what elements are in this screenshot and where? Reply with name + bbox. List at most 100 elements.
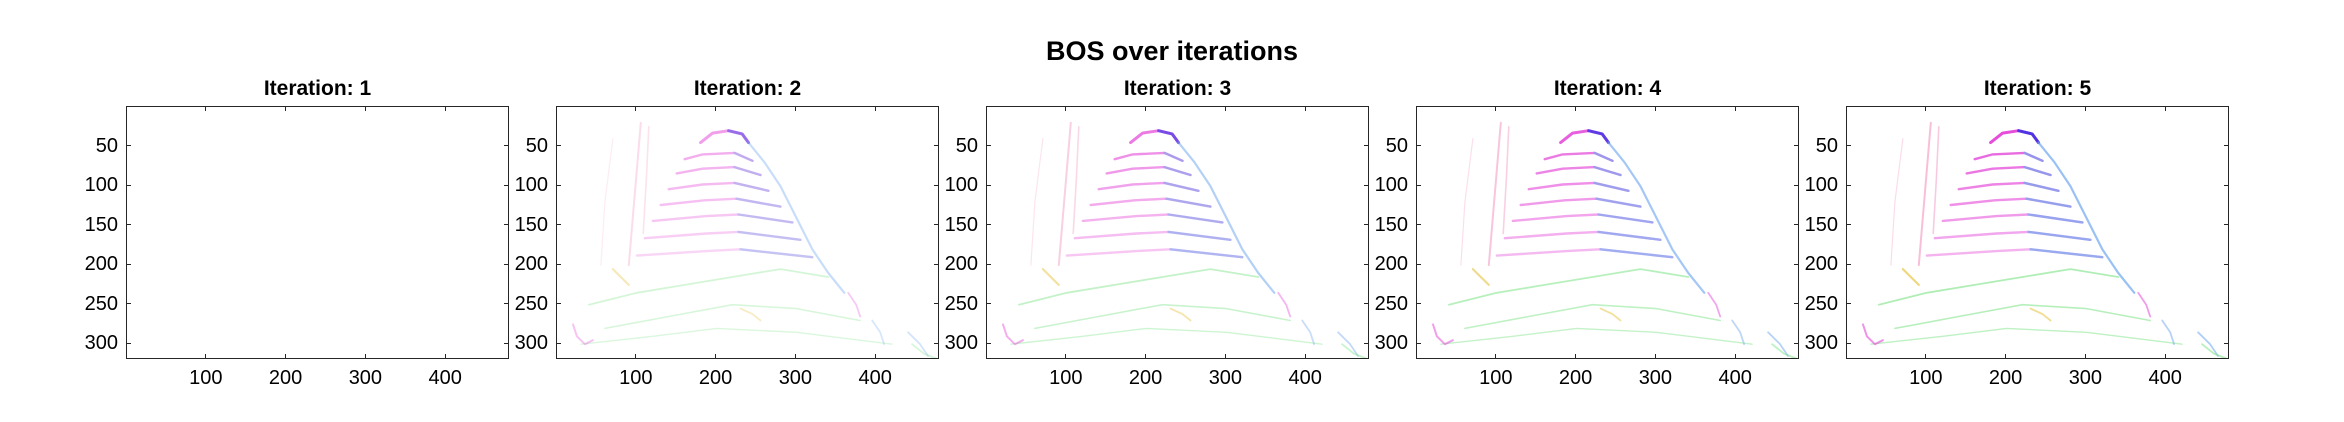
y-tick-label: 100 — [1804, 174, 1838, 197]
x-tick-mark — [874, 107, 876, 111]
x-tick-label: 200 — [698, 367, 733, 389]
x-tick-mark — [1925, 107, 1927, 111]
bos-stroke — [1593, 151, 1614, 162]
y-tick-mark — [557, 263, 561, 265]
y-tick-mark — [504, 303, 508, 305]
y-tick-mark — [934, 263, 938, 265]
bos-stroke — [611, 268, 630, 286]
x-tick-label: 400 — [2148, 367, 2182, 389]
y-tick-mark — [934, 145, 938, 147]
y-tick-mark — [2224, 342, 2228, 344]
bos-stroke — [2197, 331, 2219, 357]
y-tick-mark — [934, 224, 938, 226]
bos-stroke — [2027, 213, 2084, 224]
x-tick-mark — [1304, 107, 1306, 111]
bos-stroke — [1932, 126, 1940, 235]
bos-stroke — [1448, 268, 1690, 306]
y-tick-label: 100 — [84, 174, 118, 197]
bos-stroke — [907, 331, 929, 357]
bos-stroke — [1707, 291, 1722, 318]
bos-stroke — [1010, 327, 1323, 345]
bos-stroke — [747, 141, 846, 294]
y-tick-mark — [504, 145, 508, 147]
bos-stroke — [642, 126, 650, 235]
bos-stroke — [2161, 319, 2175, 346]
bos-stroke — [1169, 307, 1192, 322]
x-tick-mark — [1145, 107, 1147, 111]
bos-stroke — [1862, 323, 1884, 346]
bos-stroke — [1167, 213, 1224, 224]
y-tick-mark — [1417, 303, 1421, 305]
x-tick-mark — [285, 107, 287, 111]
bos-stroke — [1337, 331, 1359, 357]
y-tick-label: 200 — [1374, 253, 1408, 276]
x-tick-mark — [1145, 354, 1147, 358]
x-tick-mark — [285, 354, 287, 358]
bos-stroke — [651, 213, 794, 224]
bos-stroke — [2137, 291, 2152, 318]
x-tick-mark — [205, 354, 207, 358]
subplot-title: Iteration: 5 — [1983, 77, 2092, 100]
y-tick-mark — [987, 342, 991, 344]
y-tick-mark — [1794, 342, 1798, 344]
x-tick-mark — [635, 107, 637, 111]
x-tick-mark — [364, 354, 366, 358]
subplot-3: Iteration: 3 100 200 300 400 50 100 150 200 250 30… — [945, 0, 1374, 422]
y-tick-label: 150 — [1374, 213, 1408, 236]
y-tick-label: 250 — [1374, 292, 1408, 315]
x-tick-mark — [1304, 354, 1306, 358]
bos-stroke — [667, 181, 770, 192]
y-tick-label: 100 — [944, 174, 978, 197]
plot-area — [1846, 106, 2229, 359]
subplot-title: Iteration: 1 — [263, 77, 372, 100]
bos-stroke — [1890, 138, 1904, 266]
bos-stroke — [1460, 138, 1474, 266]
subplot-4: Iteration: 4 100 200 300 400 50 100 150 200 250 30… — [1375, 0, 1804, 422]
y-tick-mark — [1364, 263, 1368, 265]
bos-stroke — [735, 197, 782, 208]
x-tick-mark — [2005, 354, 2007, 358]
y-tick-mark — [1364, 342, 1368, 344]
bos-stroke — [1597, 213, 1654, 224]
bos-stroke — [2023, 151, 2044, 162]
x-tick-mark — [1575, 107, 1577, 111]
y-tick-mark — [1847, 145, 1851, 147]
x-tick-label: 200 — [1558, 367, 1593, 389]
bos-stroke — [572, 323, 594, 346]
subplot-2: Iteration: 2 100 200 300 400 50 100 150 200 250 30… — [515, 0, 944, 422]
bos-stroke — [1894, 303, 2151, 330]
bos-stroke — [675, 165, 762, 177]
subplot-title: Iteration: 2 — [693, 77, 802, 100]
bos-stroke — [1464, 303, 1721, 330]
y-tick-mark — [1364, 145, 1368, 147]
y-tick-mark — [1794, 145, 1798, 147]
y-tick-label: 250 — [514, 292, 548, 315]
y-tick-mark — [1794, 303, 1798, 305]
y-tick-mark — [1417, 263, 1421, 265]
y-tick-label: 150 — [514, 213, 548, 236]
bos-field — [1002, 121, 1367, 358]
bos-stroke — [2017, 129, 2040, 145]
bos-stroke — [911, 343, 937, 358]
y-tick-mark — [2224, 303, 2228, 305]
bos-stroke — [1030, 138, 1044, 266]
bos-field — [572, 121, 937, 358]
bos-stroke — [1595, 197, 1642, 208]
bos-stroke — [737, 213, 794, 224]
bos-stroke — [737, 230, 802, 241]
bos-stroke — [659, 197, 782, 208]
y-tick-label: 200 — [84, 253, 118, 276]
bos-stroke — [1599, 248, 1674, 259]
x-tick-mark — [1065, 107, 1067, 111]
y-tick-mark — [127, 145, 131, 147]
x-tick-mark — [2005, 107, 2007, 111]
bos-stroke — [1597, 230, 1662, 241]
bos-stroke — [1599, 307, 1622, 322]
y-tick-mark — [127, 224, 131, 226]
y-tick-label: 250 — [84, 292, 118, 315]
y-tick-mark — [504, 224, 508, 226]
bos-stroke — [1165, 197, 1212, 208]
x-tick-label: 300 — [2068, 367, 2103, 389]
x-tick-label: 300 — [348, 367, 383, 389]
y-tick-label: 50 — [955, 134, 978, 157]
